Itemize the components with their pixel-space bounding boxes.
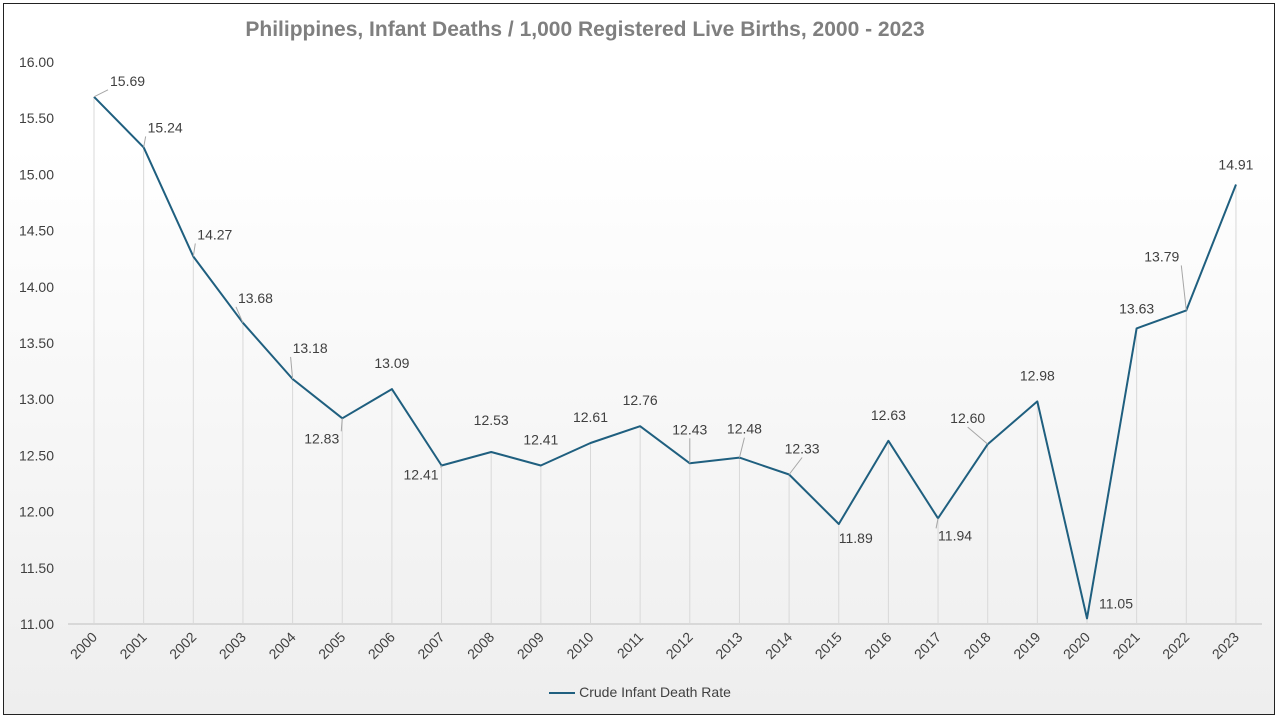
data-label: 11.94 (938, 527, 972, 543)
x-tick-label: 2002 (166, 629, 199, 662)
x-tick-label: 2022 (1159, 629, 1192, 662)
data-label: 14.91 (1218, 157, 1253, 173)
x-tick-label: 2014 (762, 629, 795, 662)
x-tick-label: 2004 (265, 629, 298, 662)
data-label: 12.41 (523, 432, 558, 448)
data-label: 15.24 (148, 119, 183, 135)
x-tick-label: 2000 (67, 629, 100, 662)
data-label: 12.43 (672, 421, 707, 437)
data-label: 13.18 (293, 340, 328, 356)
y-tick-label: 15.50 (19, 110, 54, 126)
y-tick-label: 14.00 (19, 279, 54, 295)
y-tick-label: 11.50 (20, 560, 54, 576)
leader-line (935, 518, 939, 529)
x-tick-label: 2016 (861, 629, 894, 662)
x-tick-label: 2019 (1010, 629, 1043, 662)
x-tick-label: 2007 (414, 629, 447, 662)
data-label: 13.79 (1144, 248, 1179, 264)
data-label: 12.61 (573, 409, 608, 425)
y-tick-label: 12.00 (19, 504, 54, 520)
leader-line (788, 457, 803, 475)
leader-line (93, 89, 109, 98)
x-tick-label: 2010 (563, 629, 596, 662)
series-line-crude-infant-death-rate (93, 96, 1237, 620)
chart-title: Philippines, Infant Deaths / 1,000 Regis… (245, 18, 925, 41)
x-tick-label: 2021 (1109, 629, 1142, 662)
data-label: 13.68 (238, 290, 273, 306)
leader-line (1180, 265, 1187, 311)
y-tick-label: 11.00 (20, 616, 54, 632)
y-tick-label: 13.00 (19, 391, 54, 407)
leader-line (440, 465, 442, 468)
leader-line (340, 418, 343, 432)
x-tick-label: 2012 (663, 629, 696, 662)
y-tick-label: 12.50 (19, 447, 54, 463)
data-label: 15.69 (110, 73, 145, 89)
y-tick-label: 16.00 (19, 54, 54, 70)
legend-swatch (549, 692, 576, 695)
x-tick-label: 2003 (216, 629, 249, 662)
chart-frame (3, 3, 1275, 715)
data-label: 12.98 (1020, 367, 1055, 383)
x-tick-label: 2013 (712, 629, 745, 662)
leader-line (967, 426, 989, 445)
x-tick-label: 2023 (1209, 629, 1242, 662)
x-tick-label: 2017 (911, 629, 944, 662)
x-tick-label: 2018 (960, 629, 993, 662)
legend-label: Crude Infant Death Rate (579, 684, 731, 700)
x-tick-label: 2011 (614, 629, 647, 662)
data-label: 11.89 (839, 530, 873, 546)
x-tick-label: 2009 (514, 629, 547, 662)
data-label: 12.83 (304, 430, 339, 446)
x-tick-label: 2008 (464, 629, 497, 662)
x-tick-label: 2015 (812, 629, 845, 662)
x-tick-label: 2020 (1060, 629, 1093, 662)
legend: Crude Infant Death Rate (0, 684, 1280, 700)
data-label: 12.41 (404, 467, 439, 483)
data-label: 13.63 (1119, 300, 1154, 316)
y-tick-label: 14.50 (19, 223, 54, 239)
data-label: 12.63 (871, 407, 906, 423)
data-label: 12.33 (785, 441, 820, 457)
data-label: 12.60 (950, 410, 985, 426)
x-tick-label: 2001 (116, 629, 149, 662)
x-tick-label: 2005 (315, 629, 348, 662)
y-tick-label: 15.00 (19, 166, 54, 182)
leader-line (235, 306, 244, 323)
leader-line (192, 243, 196, 257)
x-tick-label: 2006 (365, 629, 398, 662)
data-label: 12.53 (474, 412, 509, 428)
data-label: 11.05 (1099, 595, 1133, 611)
leader-line (738, 437, 745, 458)
leader-line (143, 136, 147, 148)
data-label: 13.09 (374, 355, 409, 371)
data-label: 12.48 (727, 421, 762, 437)
data-label: 12.76 (623, 392, 658, 408)
data-label: 14.27 (197, 226, 232, 242)
y-tick-label: 13.50 (19, 335, 54, 351)
leader-line (290, 356, 294, 380)
